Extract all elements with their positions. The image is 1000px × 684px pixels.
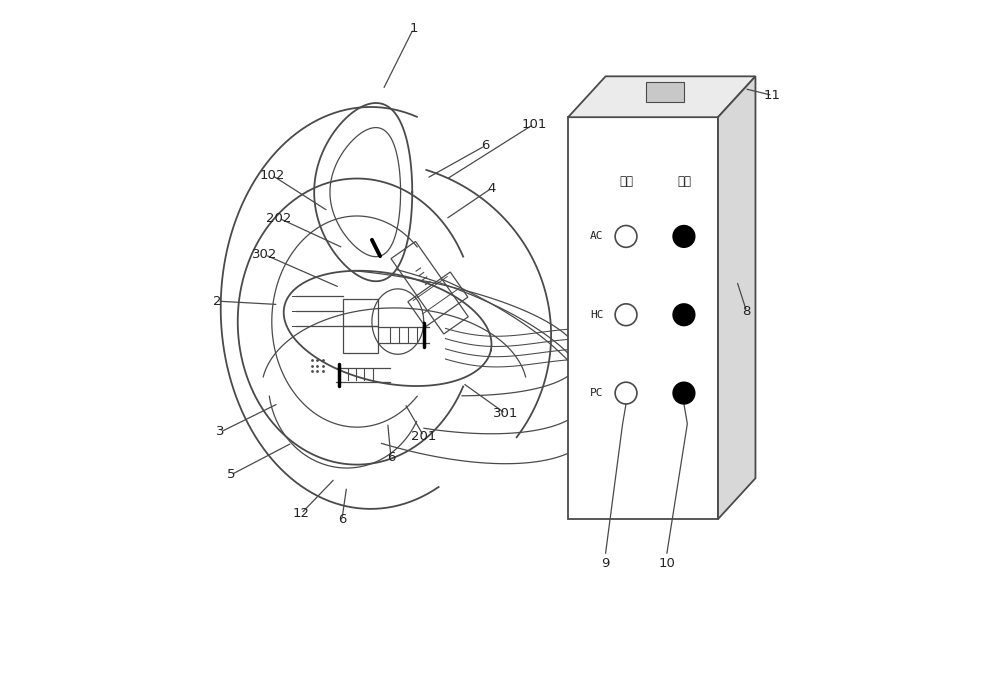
Text: 3: 3 (216, 425, 225, 438)
Text: 2: 2 (213, 295, 222, 308)
Text: 4: 4 (488, 181, 496, 194)
Text: 11: 11 (764, 89, 781, 102)
Text: HC: HC (590, 310, 603, 319)
Text: PC: PC (590, 388, 603, 398)
Text: 8: 8 (742, 305, 751, 318)
Text: 101: 101 (521, 118, 547, 131)
Circle shape (673, 304, 695, 326)
Circle shape (673, 382, 695, 404)
Text: 6: 6 (338, 512, 346, 525)
Text: 5: 5 (227, 469, 235, 482)
Text: 10: 10 (658, 557, 675, 570)
Circle shape (673, 226, 695, 248)
Text: 202: 202 (266, 211, 291, 224)
Text: 1: 1 (409, 22, 418, 35)
Text: 6: 6 (387, 451, 395, 464)
Polygon shape (568, 117, 718, 519)
Polygon shape (718, 77, 755, 519)
Text: 9: 9 (601, 557, 610, 570)
Text: 102: 102 (259, 168, 284, 181)
Text: AC: AC (590, 231, 603, 241)
Text: 302: 302 (252, 248, 278, 261)
Text: 兴奋: 兴奋 (619, 175, 633, 188)
Text: 6: 6 (481, 140, 489, 153)
Text: 12: 12 (293, 507, 310, 520)
Text: 201: 201 (411, 430, 436, 443)
Text: 抑制: 抑制 (677, 175, 691, 188)
Text: 301: 301 (493, 407, 518, 420)
Polygon shape (568, 77, 755, 117)
Polygon shape (646, 82, 684, 102)
